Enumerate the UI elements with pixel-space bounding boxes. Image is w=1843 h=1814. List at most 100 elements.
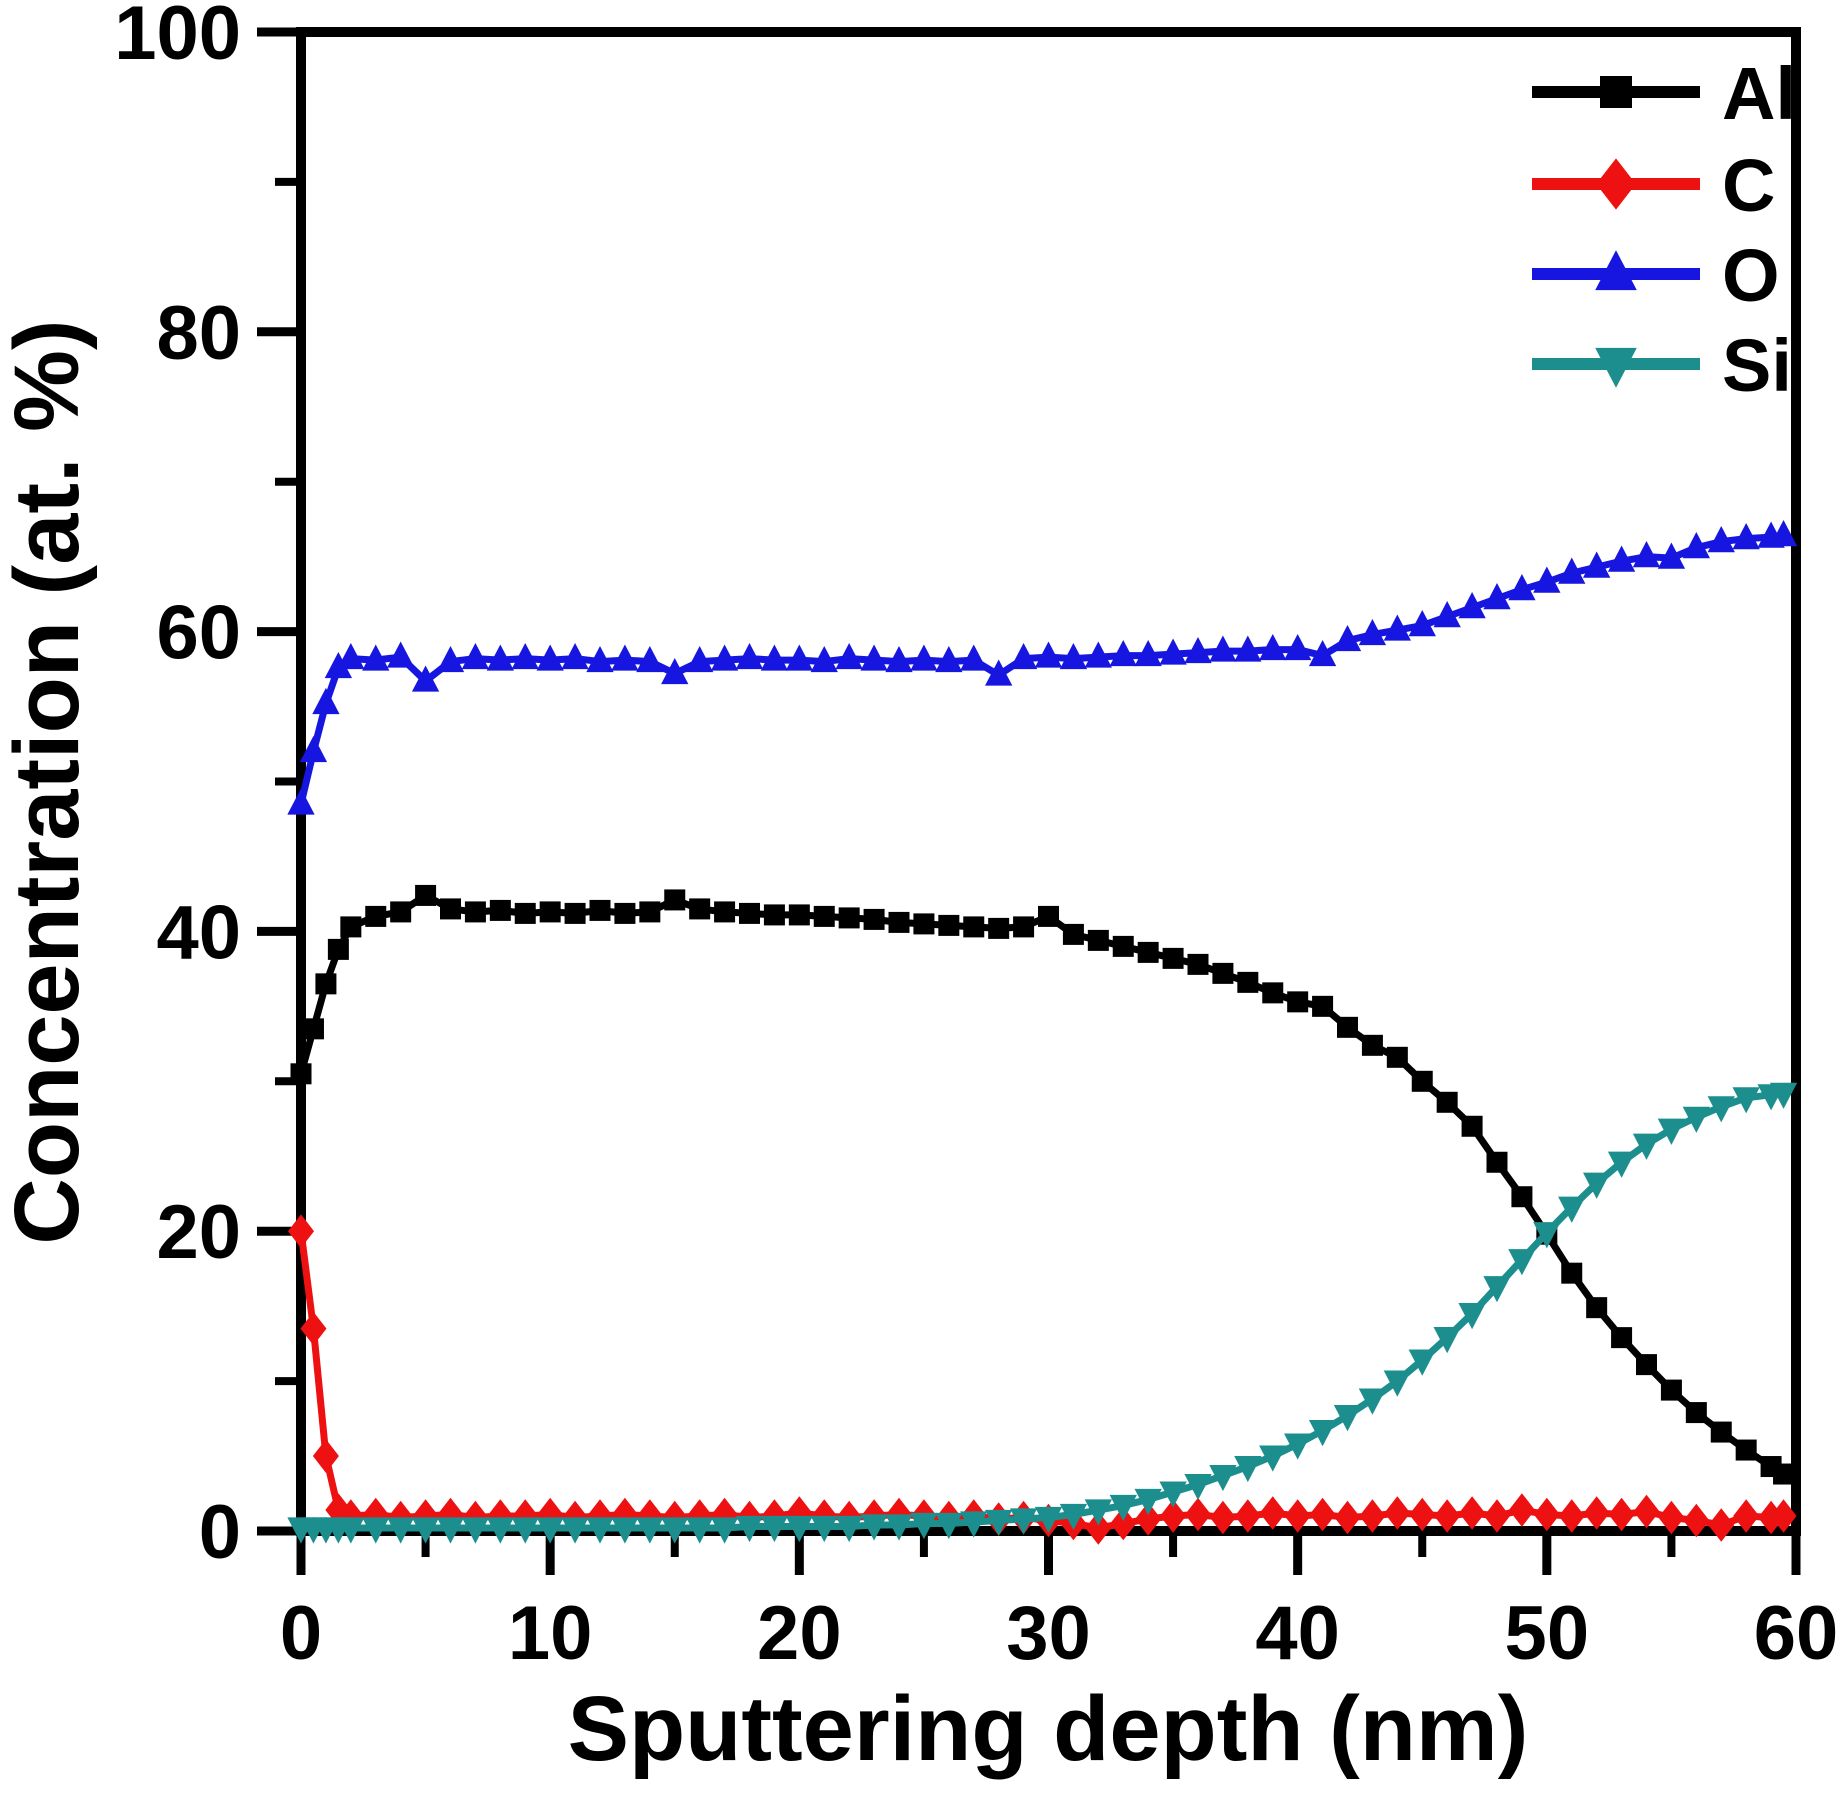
series-o-marker: [1259, 633, 1287, 661]
series-al-marker: [390, 901, 412, 923]
series-o-marker: [960, 644, 988, 671]
series-si-marker: [436, 1517, 465, 1544]
series-al-marker: [1112, 935, 1134, 957]
series-si-marker: [1034, 1506, 1063, 1534]
series-si-marker: [1483, 1276, 1511, 1303]
series-o-marker: [1707, 526, 1735, 553]
legend-item-si: Si: [1532, 324, 1792, 407]
series-c-marker: [1135, 1502, 1162, 1536]
series-o-marker: [1732, 523, 1760, 550]
series-si-marker: [661, 1517, 689, 1544]
series-al-marker: [714, 901, 736, 923]
series-c-marker: [1483, 1499, 1511, 1533]
series-si-marker: [362, 1517, 390, 1544]
series-si-marker: [1084, 1499, 1112, 1526]
series-si-marker: [411, 1517, 440, 1544]
series-si-marker: [636, 1517, 664, 1544]
series-c-marker: [1733, 1499, 1760, 1533]
series-al-marker: [1735, 1439, 1757, 1461]
series-al-marker: [1237, 971, 1259, 993]
series-o-marker: [1433, 600, 1461, 628]
series-c-line: [297, 1230, 1784, 1532]
series-si: [287, 1082, 1798, 1544]
series-o-marker: [511, 642, 539, 670]
series-o-marker: [710, 644, 739, 671]
series-si-marker: [1433, 1327, 1461, 1354]
series-o-marker: [1284, 633, 1312, 661]
y-tick-label: 0: [199, 1490, 241, 1575]
series-al-marker: [1411, 1070, 1433, 1092]
series-c-marker: [1434, 1499, 1461, 1533]
series-al-marker: [963, 916, 985, 938]
series-al-marker: [689, 898, 711, 920]
series-al-marker: [365, 905, 387, 927]
series-o-marker: [436, 645, 465, 673]
series-al-marker: [1685, 1402, 1707, 1424]
series-c-marker: [1334, 1500, 1361, 1535]
series-al-marker: [290, 1063, 312, 1085]
series-o-marker: [299, 735, 328, 763]
series-al-marker: [1511, 1186, 1533, 1208]
series-si-marker: [1607, 1151, 1636, 1178]
series-al-marker: [1586, 1297, 1608, 1319]
series-c-marker: [1683, 1503, 1710, 1538]
series-o-marker: [337, 642, 365, 670]
series-al-marker: [1087, 929, 1109, 951]
series-c-marker: [1459, 1496, 1486, 1530]
series-o-marker: [1682, 532, 1710, 559]
series-o-marker: [586, 645, 614, 673]
y-tick-label: 20: [156, 1190, 241, 1275]
series-c-marker: [1770, 1499, 1797, 1533]
y-tick-label: 100: [114, 0, 241, 76]
series-si-marker: [1259, 1445, 1287, 1472]
series-si-marker: [1682, 1106, 1710, 1133]
series-c-marker: [1359, 1499, 1386, 1533]
legend-item-o: O: [1532, 234, 1780, 317]
series-al-marker: [763, 904, 785, 926]
series-si-marker: [985, 1509, 1013, 1537]
series-o-marker: [1358, 618, 1387, 646]
x-tick-label: 50: [1505, 1591, 1590, 1676]
series-o-marker: [287, 788, 315, 815]
series-c-marker: [1583, 1496, 1610, 1530]
series-si-marker: [461, 1517, 490, 1544]
series-c-marker: [1384, 1496, 1411, 1530]
y-axis-title: Concentration (at. %): [0, 319, 98, 1244]
series-al: [290, 884, 1795, 1485]
series-o-marker: [985, 659, 1013, 686]
series-o-marker: [1383, 614, 1411, 641]
x-tick-label: 60: [1754, 1591, 1839, 1676]
series-c-marker: [1533, 1497, 1560, 1532]
series-si-marker: [760, 1515, 789, 1543]
series-si-line: [301, 1089, 1784, 1532]
series-o-marker: [661, 657, 689, 685]
series-al-marker: [489, 899, 511, 921]
series-si-marker: [810, 1515, 838, 1543]
series-al-marker: [1187, 953, 1209, 975]
series-si-marker: [1333, 1404, 1362, 1432]
series-al-marker: [739, 902, 760, 924]
series-si-marker: [1308, 1419, 1337, 1447]
series-o-marker: [324, 651, 353, 679]
series-o-marker: [411, 665, 440, 692]
series-si-marker: [586, 1517, 614, 1544]
series-c-marker: [287, 1214, 315, 1248]
series-al-marker: [1636, 1354, 1657, 1376]
series-c-marker: [1259, 1496, 1286, 1530]
series-o-marker: [835, 642, 863, 670]
series-o-marker: [1034, 641, 1063, 668]
series-si-marker: [935, 1512, 963, 1540]
legend-marker-c: [1596, 158, 1636, 210]
series-al-marker: [888, 911, 910, 933]
series-si-marker: [885, 1514, 913, 1541]
series-o-marker: [1184, 636, 1212, 664]
series-al-marker: [639, 901, 661, 923]
series-o-marker: [760, 644, 789, 671]
series-o-marker: [561, 642, 589, 670]
series-al-marker: [1312, 995, 1334, 1017]
series-si-marker: [1284, 1433, 1312, 1460]
series-si-marker: [1533, 1222, 1561, 1249]
series-c-marker: [1608, 1497, 1635, 1532]
series-si-marker: [1209, 1464, 1237, 1492]
